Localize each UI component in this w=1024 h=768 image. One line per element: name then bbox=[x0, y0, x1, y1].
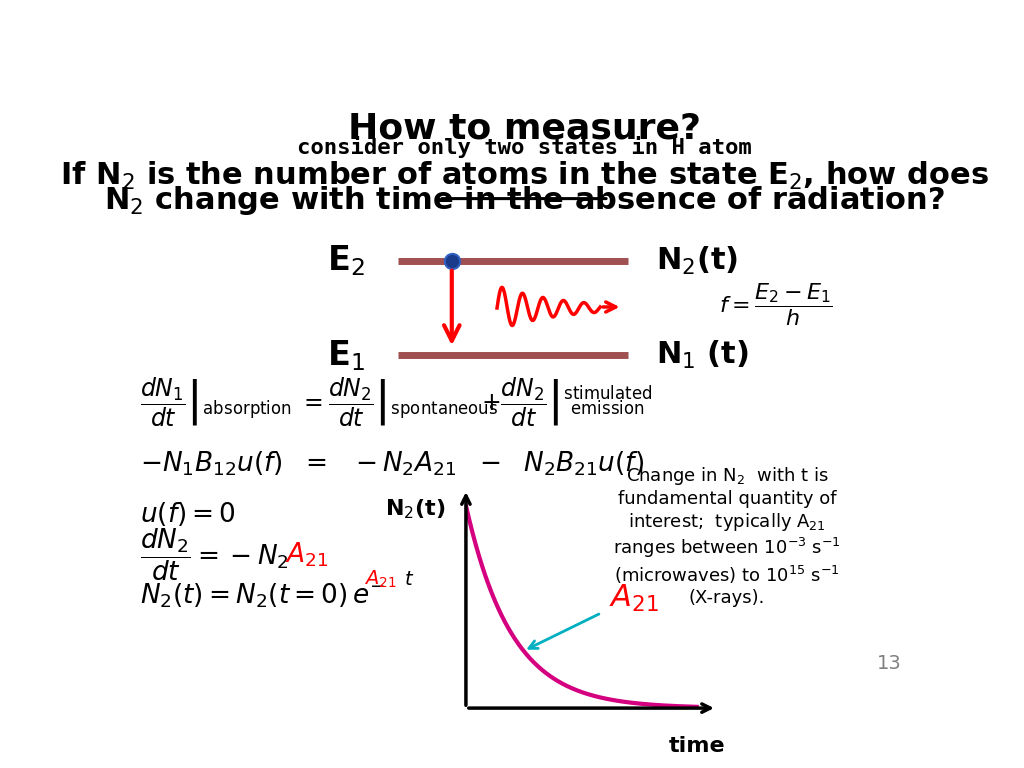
Text: $\left.\dfrac{dN_1}{dt}\right|_{\mathrm{absorption}}$: $\left.\dfrac{dN_1}{dt}\right|_{\mathrm{… bbox=[140, 376, 292, 429]
Text: $A_{21}$: $A_{21}$ bbox=[285, 541, 329, 569]
Text: If N$_2$ is the number of atoms in the state E$_2$, how does: If N$_2$ is the number of atoms in the s… bbox=[60, 160, 989, 192]
Text: time: time bbox=[669, 737, 725, 756]
Text: $A_{21}$: $A_{21}$ bbox=[609, 583, 658, 614]
Text: $f = \dfrac{E_2 - E_1}{h}$: $f = \dfrac{E_2 - E_1}{h}$ bbox=[719, 282, 833, 329]
Text: E$_1$: E$_1$ bbox=[328, 338, 366, 372]
Text: N$_2$ change with time in the absence of radiation?: N$_2$ change with time in the absence of… bbox=[104, 184, 945, 217]
Text: N$_1$ (t): N$_1$ (t) bbox=[655, 339, 749, 372]
Text: $\dfrac{dN_2}{dt} = -N_2$: $\dfrac{dN_2}{dt} = -N_2$ bbox=[140, 526, 289, 583]
Text: $t$: $t$ bbox=[404, 570, 415, 589]
Text: N$_2$(t): N$_2$(t) bbox=[385, 498, 445, 521]
Text: $N_2(t) = N_2(t=0)\,e^{-}$: $N_2(t) = N_2(t=0)\,e^{-}$ bbox=[140, 581, 385, 611]
Text: E$_2$: E$_2$ bbox=[328, 243, 366, 278]
Text: $= \left.\dfrac{dN_2}{dt}\right|_{\mathrm{spontaneous}}$: $= \left.\dfrac{dN_2}{dt}\right|_{\mathr… bbox=[299, 376, 498, 429]
Text: 13: 13 bbox=[877, 654, 902, 673]
Text: How to measure?: How to measure? bbox=[348, 111, 701, 145]
Text: N$_2$(t): N$_2$(t) bbox=[655, 245, 738, 276]
Text: $u(f) = 0$: $u(f) = 0$ bbox=[140, 500, 236, 528]
Text: Change in N$_2$  with t is
fundamental quantity of
interest;  typically A$_{21}$: Change in N$_2$ with t is fundamental qu… bbox=[613, 465, 841, 607]
Text: consider only two states in H atom: consider only two states in H atom bbox=[297, 136, 753, 158]
Text: $A_{21}$: $A_{21}$ bbox=[365, 569, 397, 590]
Text: $-N_1 B_{12} u(f) \ \ = \ \ -N_2 A_{21} \ \ - \ \ N_2 B_{21} u(f)$: $-N_1 B_{12} u(f) \ \ = \ \ -N_2 A_{21} … bbox=[140, 449, 644, 478]
Text: $+ \left.\dfrac{dN_2}{dt}\right|_{\substack{\mathrm{stimulated} \\ \mathrm{emiss: $+ \left.\dfrac{dN_2}{dt}\right|_{\subst… bbox=[481, 376, 652, 429]
